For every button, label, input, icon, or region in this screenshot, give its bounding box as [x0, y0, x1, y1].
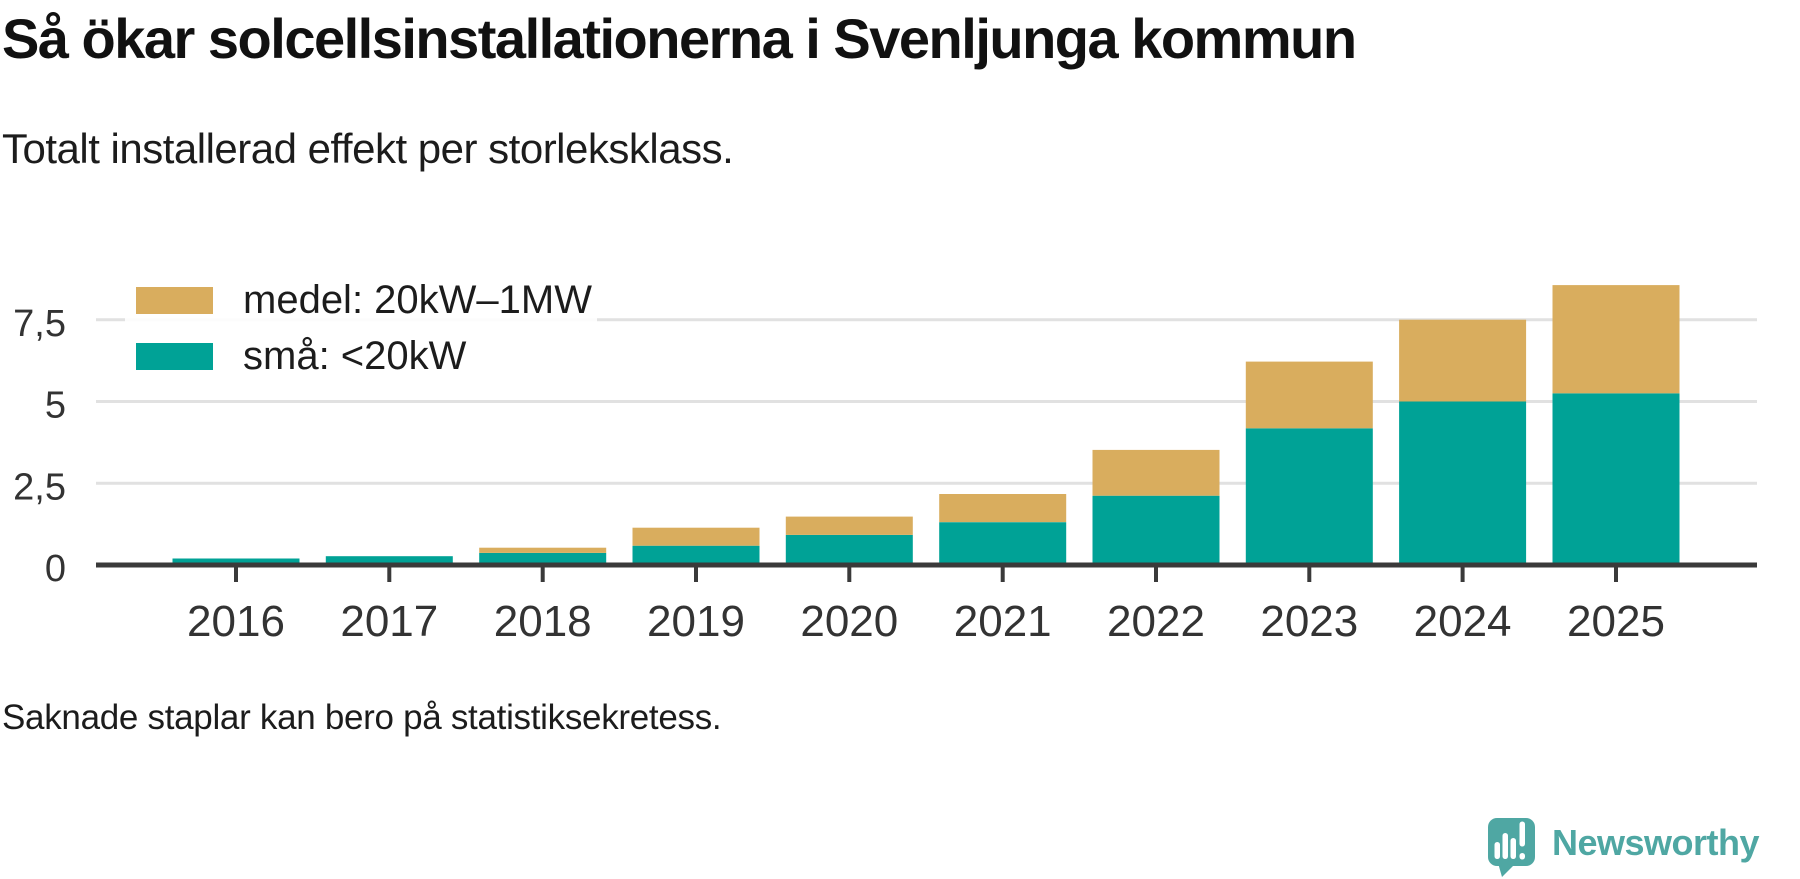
- newsworthy-wordmark: Newsworthy: [1552, 822, 1760, 863]
- x-tick-label-2024: 2024: [1414, 597, 1512, 646]
- bar-segment-sma-2025: [1552, 393, 1680, 565]
- bar-segment-sma-2021: [939, 522, 1067, 565]
- y-tick-label-5: 5: [45, 385, 66, 427]
- bar-segment-medel-2021: [939, 494, 1067, 523]
- legend-swatch-sma: [136, 343, 213, 370]
- bar-segment-sma-2020: [785, 534, 913, 565]
- x-tick-label-2022: 2022: [1107, 597, 1205, 646]
- y-tick-label-0: 0: [45, 548, 66, 590]
- x-tick-label-2019: 2019: [647, 597, 745, 646]
- y-tick-label-2,5: 2,5: [13, 466, 66, 508]
- bar-segment-medel-2019: [632, 527, 760, 546]
- newsworthy-logo-icon: [1488, 818, 1535, 877]
- x-tick-label-2018: 2018: [494, 597, 592, 646]
- legend-label-medel: medel: 20kW–1MW: [243, 278, 592, 322]
- x-tick-label-2025: 2025: [1567, 597, 1665, 646]
- y-tick-label-7,5: 7,5: [13, 303, 66, 345]
- x-tick-label-2017: 2017: [340, 597, 438, 646]
- chart-footnote: Saknade staplar kan bero på statistiksek…: [2, 698, 722, 737]
- bar-segment-medel-2022: [1092, 449, 1220, 496]
- legend-label-sma: små: <20kW: [243, 334, 467, 378]
- bar-segment-sma-2019: [632, 545, 760, 565]
- legend-swatch-medel: [136, 287, 213, 314]
- bar-segment-medel-2020: [785, 516, 913, 535]
- x-tick-label-2021: 2021: [954, 597, 1052, 646]
- bar-segment-sma-2017: [325, 556, 453, 565]
- bar-segment-medel-2024: [1399, 319, 1527, 402]
- bar-segment-medel-2025: [1552, 285, 1680, 394]
- bar-segment-sma-2023: [1245, 428, 1373, 565]
- bar-segment-sma-2016: [172, 558, 300, 565]
- chart-canvas: 2016 2017 2018 2019 2020 2021 2022 2023 2024 2025…: [13, 270, 1757, 646]
- stacked-bar-chart: 2016 2017 2018 2019 2020 2021 2022 2023 2024 2025…: [0, 230, 1800, 650]
- page-title: Så ökar solcellsinstallationerna i Svenl…: [2, 7, 1357, 70]
- bar-segment-sma-2022: [1092, 495, 1220, 565]
- x-tick-label-2020: 2020: [800, 597, 898, 646]
- x-tick-label-2016: 2016: [187, 597, 285, 646]
- chart-subtitle: Totalt installerad effekt per storlekskl…: [2, 125, 734, 172]
- newsworthy-logo: Newsworthy: [1488, 818, 1760, 877]
- bar-segment-sma-2018: [479, 552, 607, 565]
- bar-segment-medel-2023: [1245, 361, 1373, 429]
- bar-segment-medel-2018: [479, 547, 607, 553]
- x-tick-label-2023: 2023: [1260, 597, 1358, 646]
- bar-segment-sma-2024: [1399, 401, 1527, 565]
